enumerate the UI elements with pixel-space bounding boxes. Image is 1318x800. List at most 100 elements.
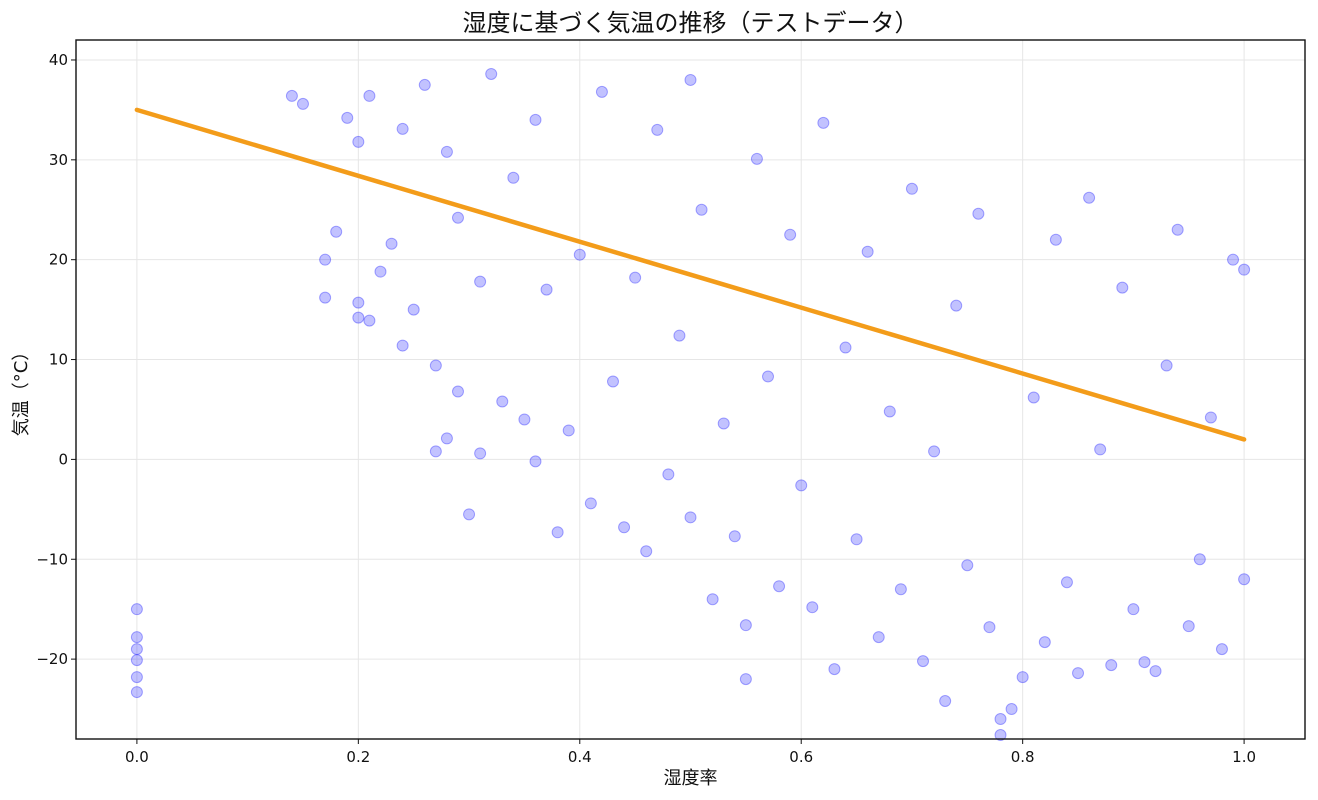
scatter-point <box>341 111 354 124</box>
scatter-point <box>418 78 431 91</box>
scatter-point <box>1105 659 1118 672</box>
scatter-point <box>994 713 1007 726</box>
scatter-point <box>762 370 775 383</box>
scatter-point <box>861 245 874 258</box>
scatter-point <box>1238 573 1251 586</box>
scatter-point <box>961 559 974 572</box>
scatter-point <box>130 671 143 684</box>
scatter-point <box>806 601 819 614</box>
scatter-point <box>640 545 653 558</box>
scatter-point <box>407 303 420 316</box>
y-tick-label: 0 <box>58 450 68 468</box>
scatter-point <box>817 116 830 129</box>
plot-frame <box>75 39 1306 740</box>
y-tick-label: 40 <box>49 51 68 69</box>
chart-title: 湿度に基づく気温の推移（テストデータ） <box>463 9 919 37</box>
scatter-point <box>330 225 343 238</box>
scatter-point <box>1160 359 1173 372</box>
x-tick-label: 0.0 <box>125 748 149 766</box>
scatter-point <box>285 89 298 102</box>
scatter-point <box>717 417 730 430</box>
x-axis-label: 湿度率 <box>664 768 718 789</box>
scatter-point <box>296 97 309 110</box>
scatter-point <box>1005 703 1018 716</box>
scatter-point <box>1083 191 1096 204</box>
scatter-point <box>706 593 719 606</box>
scatter-point <box>894 583 907 596</box>
scatter-point <box>917 655 930 668</box>
scatter-point <box>905 182 918 195</box>
scatter-point <box>474 275 487 288</box>
scatter-point <box>463 508 476 521</box>
scatter-point <box>363 314 376 327</box>
scatter-point <box>1138 656 1151 669</box>
y-tick-label: 30 <box>49 151 68 169</box>
scatter-point <box>629 271 642 284</box>
x-axis-ticks: 0.0 0.2 0.4 0.6 0.8 1.0 <box>125 739 1256 766</box>
scatter-point <box>983 621 996 634</box>
scatter-point <box>828 663 841 676</box>
scatter-point <box>573 248 586 261</box>
scatter-point <box>1204 411 1217 424</box>
y-axis-label: 気温（°C） <box>11 343 32 437</box>
scatter-point <box>363 89 376 102</box>
scatter-point <box>606 375 619 388</box>
scatter-point <box>662 468 675 481</box>
scatter-point <box>1016 671 1029 684</box>
scatter-point <box>130 654 143 667</box>
scatter-point <box>1215 643 1228 656</box>
scatter-point <box>440 432 453 445</box>
scatter-point <box>451 385 464 398</box>
scatter-point <box>1238 263 1251 276</box>
scatter-point <box>584 497 597 510</box>
scatter-point <box>1116 281 1129 294</box>
scatter-point <box>385 237 398 250</box>
scatter-point <box>684 73 697 86</box>
scatter-point <box>507 171 520 184</box>
scatter-point <box>1027 391 1040 404</box>
x-tick-label: 1.0 <box>1232 748 1256 766</box>
scatter-point <box>928 445 941 458</box>
scatter-point <box>773 580 786 593</box>
scatter-point <box>440 145 453 158</box>
scatter-point <box>1227 253 1240 266</box>
scatter-point <box>618 521 631 534</box>
scatter-point <box>972 207 985 220</box>
scatter-point <box>319 291 332 304</box>
scatter-point <box>1149 665 1162 678</box>
scatter-point <box>795 479 808 492</box>
scatter-point <box>474 447 487 460</box>
scatter-point <box>1072 667 1085 680</box>
scatter-point <box>352 135 365 148</box>
scatter-point <box>850 533 863 546</box>
scatter-point <box>950 299 963 312</box>
x-tick-label: 0.4 <box>568 748 592 766</box>
scatter-point <box>496 395 509 408</box>
scatter-point <box>750 152 763 165</box>
scatter-point <box>728 530 741 543</box>
scatter-point <box>529 113 542 126</box>
y-axis-ticks: −20 −10 0 10 20 30 40 <box>36 51 76 668</box>
y-tick-label: 20 <box>49 251 68 269</box>
scatter-point <box>1193 553 1206 566</box>
scatter-point <box>529 455 542 468</box>
scatter-point <box>396 122 409 135</box>
scatter-point <box>429 359 442 372</box>
scatter-point <box>1127 603 1140 616</box>
scatter-point <box>673 329 686 342</box>
scatter-points-layer <box>130 67 1251 742</box>
scatter-point <box>994 729 1007 742</box>
scatter-point <box>130 631 143 644</box>
scatter-point <box>839 341 852 354</box>
scatter-point <box>1049 233 1062 246</box>
scatter-point <box>939 695 952 708</box>
scatter-point <box>130 603 143 616</box>
scatter-point <box>130 643 143 656</box>
scatter-point <box>651 123 664 136</box>
grid-layer <box>76 40 1305 739</box>
scatter-point <box>1038 636 1051 649</box>
y-tick-label: 10 <box>49 351 68 369</box>
y-tick-label: −10 <box>36 550 68 568</box>
